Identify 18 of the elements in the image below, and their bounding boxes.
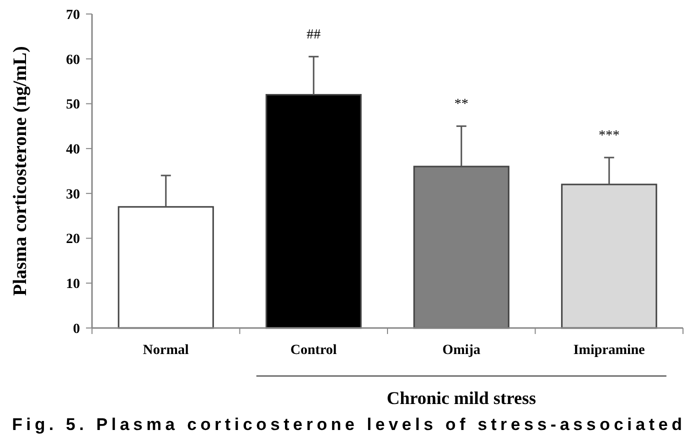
y-tick-label: 0 [73,322,80,337]
x-tick-label: Imipramine [573,343,645,358]
y-tick-label: 60 [66,52,80,68]
annotation: ## [306,28,321,43]
y-tick-label: 20 [66,232,80,248]
y-tick-label: 30 [66,187,80,202]
y-tick-label: 10 [66,277,80,292]
y-tick-label: 40 [66,142,80,158]
caption: Fig. 5. Plasma corticosterone levels of stress-associated [12,415,682,434]
annotation: *** [598,128,620,144]
annotation: ** [454,97,468,112]
x-tick-label: Control [290,343,337,358]
x-tick-label: Normal [142,343,189,358]
y-tick-label: 50 [66,98,80,113]
y-tick-label: 70 [66,8,80,23]
text: Chronic mild stress [386,388,536,408]
y-axis-title: Plasma corticosterone (ng/mL) [10,46,31,296]
x-tick-label: Omija [442,343,480,358]
